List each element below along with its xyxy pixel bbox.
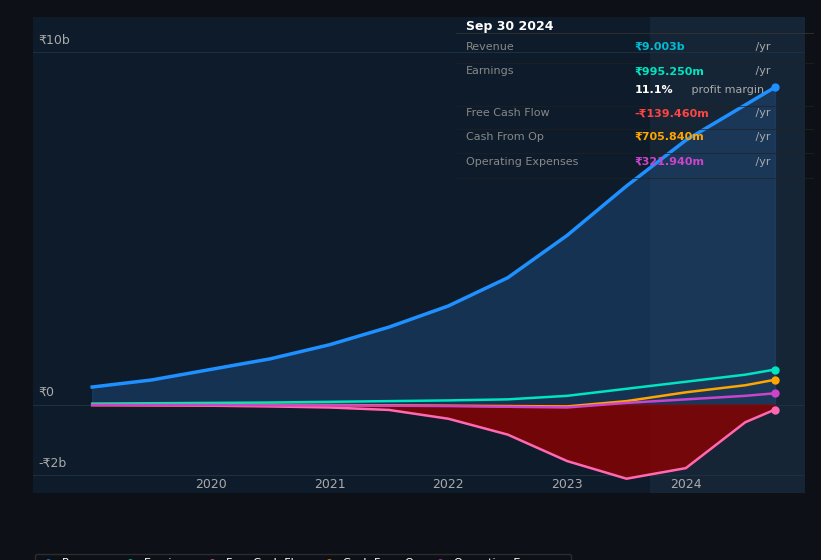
Text: ₹0: ₹0 (39, 386, 55, 399)
Text: Free Cash Flow: Free Cash Flow (466, 108, 550, 118)
Text: -₹139.460m: -₹139.460m (635, 108, 709, 118)
Text: 2024: 2024 (670, 478, 702, 491)
Legend: Revenue, Earnings, Free Cash Flow, Cash From Op, Operating Expenses: Revenue, Earnings, Free Cash Flow, Cash … (35, 554, 571, 560)
Text: Operating Expenses: Operating Expenses (466, 157, 579, 167)
Text: /yr: /yr (752, 108, 771, 118)
Text: 11.1%: 11.1% (635, 85, 673, 95)
Text: 2022: 2022 (433, 478, 464, 491)
Text: ₹10b: ₹10b (39, 34, 71, 47)
Text: /yr: /yr (752, 132, 771, 142)
Text: -₹2b: -₹2b (39, 457, 67, 470)
Text: Cash From Op: Cash From Op (466, 132, 544, 142)
Text: ₹995.250m: ₹995.250m (635, 66, 704, 76)
Text: /yr: /yr (752, 66, 771, 76)
Text: profit margin: profit margin (688, 85, 764, 95)
Bar (650, 17, 805, 493)
Text: Sep 30 2024: Sep 30 2024 (466, 20, 554, 33)
Text: ₹9.003b: ₹9.003b (635, 42, 685, 52)
Text: /yr: /yr (752, 157, 771, 167)
Text: Earnings: Earnings (466, 66, 515, 76)
Text: 2021: 2021 (314, 478, 346, 491)
Text: 2020: 2020 (195, 478, 227, 491)
Text: ₹321.940m: ₹321.940m (635, 157, 704, 167)
Text: ₹705.840m: ₹705.840m (635, 132, 704, 142)
Text: 2023: 2023 (552, 478, 583, 491)
Text: /yr: /yr (752, 42, 771, 52)
Text: Revenue: Revenue (466, 42, 515, 52)
